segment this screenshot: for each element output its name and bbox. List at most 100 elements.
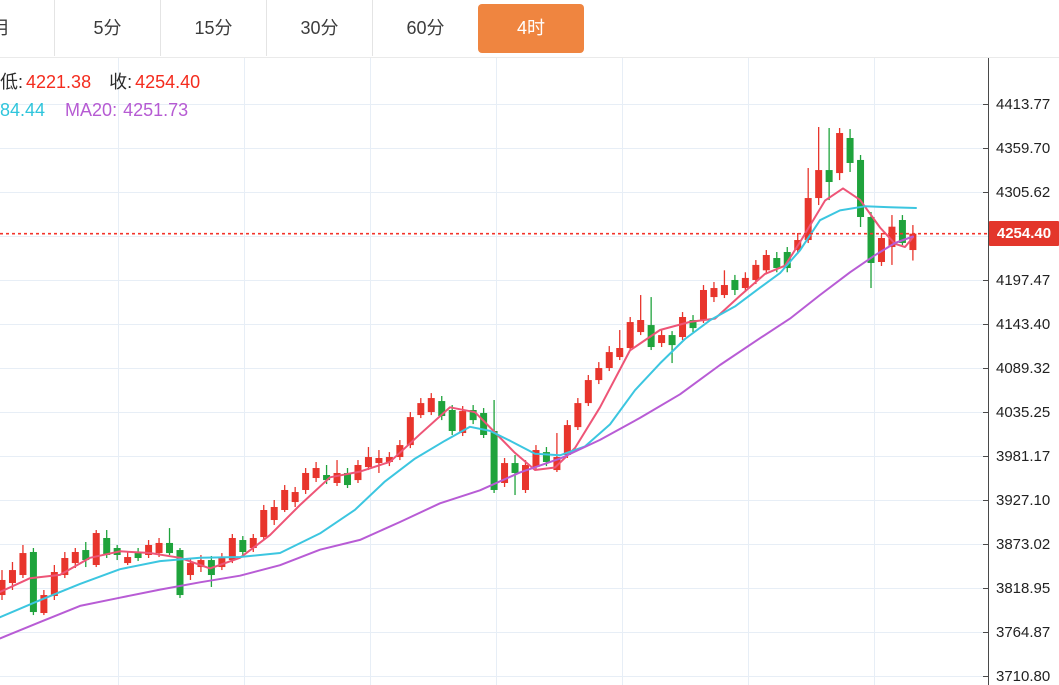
candle-body bbox=[427, 398, 435, 413]
candle-body bbox=[364, 457, 372, 468]
candle-body bbox=[166, 542, 174, 554]
legend-row-1: 低: 4221.38 收: 4254.40 bbox=[0, 68, 218, 96]
y-axis-label: 4089.32 bbox=[996, 360, 1050, 377]
last-price-badge: 4254.40 bbox=[989, 221, 1059, 247]
ma10-partial-value: 84.44 bbox=[0, 100, 46, 120]
candle-body bbox=[417, 403, 425, 416]
tab-5min[interactable]: 5分 bbox=[54, 0, 160, 56]
ma-pink-line bbox=[0, 187, 914, 593]
candle-body bbox=[186, 563, 194, 576]
candle-body bbox=[0, 579, 6, 596]
candle-body bbox=[323, 475, 331, 481]
candle-body bbox=[438, 401, 446, 417]
candle-body bbox=[658, 335, 666, 344]
candle-body bbox=[176, 550, 184, 596]
candle-body bbox=[501, 463, 509, 483]
candle-body bbox=[469, 410, 477, 421]
candle-body bbox=[82, 550, 90, 561]
candle-body bbox=[406, 417, 414, 446]
candle-body bbox=[720, 285, 728, 296]
candle-body bbox=[71, 551, 79, 564]
candle-body bbox=[218, 558, 226, 568]
candle-body bbox=[312, 468, 320, 479]
tab-month[interactable]: 月 bbox=[0, 18, 10, 38]
candle-body bbox=[888, 226, 896, 248]
candle-body bbox=[773, 258, 781, 269]
candle-body bbox=[605, 352, 613, 369]
candle-body bbox=[553, 457, 561, 471]
candle-body bbox=[542, 452, 550, 462]
candle-body bbox=[134, 553, 142, 559]
candle-body bbox=[270, 506, 278, 521]
y-axis-label: 3927.10 bbox=[996, 492, 1050, 509]
y-axis-label: 4413.77 bbox=[996, 96, 1050, 113]
legend-row-2: 84.44 MA20: 4251.73 bbox=[0, 96, 218, 124]
y-axis-labels: 4413.77 4359.70 4305.62 4197.47 4143.40 4089.… bbox=[983, 96, 1050, 685]
y-axis-label: 4305.62 bbox=[996, 184, 1050, 201]
candle-body bbox=[344, 472, 352, 486]
y-axis-label: 3873.02 bbox=[996, 536, 1050, 553]
candle-body bbox=[260, 510, 268, 538]
y-axis-label: 4143.40 bbox=[996, 316, 1050, 333]
candle-body bbox=[825, 170, 833, 183]
candle-body bbox=[396, 445, 404, 458]
ma20-label: MA20: bbox=[65, 100, 118, 120]
candle-body bbox=[836, 133, 844, 174]
candles-layer bbox=[0, 127, 917, 616]
candle-body bbox=[124, 557, 132, 564]
candle-body bbox=[92, 533, 100, 566]
candle-body bbox=[752, 264, 760, 280]
candle-body bbox=[574, 403, 582, 428]
candle-body bbox=[281, 489, 289, 511]
candle-body bbox=[584, 380, 592, 404]
candle-body bbox=[867, 217, 875, 263]
candle-body bbox=[898, 220, 906, 243]
candle-body bbox=[249, 537, 257, 549]
candle-body bbox=[563, 425, 571, 456]
ohlc-legend: 低: 4221.38 收: 4254.40 84.44 MA20: 4251.73 bbox=[0, 68, 218, 124]
candle-body bbox=[877, 237, 885, 262]
candle-body bbox=[616, 348, 624, 358]
candle-body bbox=[846, 137, 854, 163]
ma-lines bbox=[0, 187, 917, 640]
candle-body bbox=[804, 198, 812, 241]
candle-body bbox=[731, 279, 739, 290]
candle-body bbox=[595, 368, 603, 381]
candle-body bbox=[699, 289, 707, 321]
tab-15min[interactable]: 15分 bbox=[160, 0, 266, 56]
candle-body bbox=[291, 492, 299, 503]
candle-body bbox=[668, 335, 676, 346]
tab-60min[interactable]: 60分 bbox=[372, 0, 478, 56]
candle-body bbox=[8, 570, 16, 583]
candle-body bbox=[626, 322, 634, 349]
ma-cyan-line bbox=[0, 205, 917, 619]
y-axis-label: 4197.47 bbox=[996, 272, 1050, 289]
y-axis-label: 3981.17 bbox=[996, 448, 1050, 465]
candle-body bbox=[333, 472, 341, 483]
candle-body bbox=[762, 255, 770, 271]
candle-body bbox=[103, 537, 111, 556]
tab-30min[interactable]: 30分 bbox=[266, 0, 372, 56]
close-label: 收: bbox=[109, 72, 133, 92]
candle-body bbox=[228, 537, 236, 561]
candle-body bbox=[490, 430, 498, 490]
candle-body bbox=[448, 410, 456, 431]
candle-body bbox=[532, 450, 540, 468]
tab-4hour[interactable]: 4时 bbox=[478, 4, 584, 53]
candle-body bbox=[522, 465, 529, 490]
ma20-value: 4251.73 bbox=[123, 100, 189, 120]
y-axis-label: 4359.70 bbox=[996, 140, 1050, 157]
close-value: 4254.40 bbox=[135, 72, 201, 92]
candle-body bbox=[679, 317, 687, 338]
candle-body bbox=[61, 558, 69, 576]
candle-body bbox=[375, 458, 383, 464]
y-axis-label: 3764.87 bbox=[996, 624, 1050, 641]
candle-body bbox=[197, 560, 205, 568]
interval-tabbar: 月 5分 15分 30分 60分 4时 bbox=[0, 0, 1059, 58]
y-axis-label: 3818.95 bbox=[996, 580, 1050, 597]
candle-body bbox=[19, 553, 27, 576]
gridlines bbox=[0, 57, 988, 685]
candle-body bbox=[50, 572, 58, 597]
